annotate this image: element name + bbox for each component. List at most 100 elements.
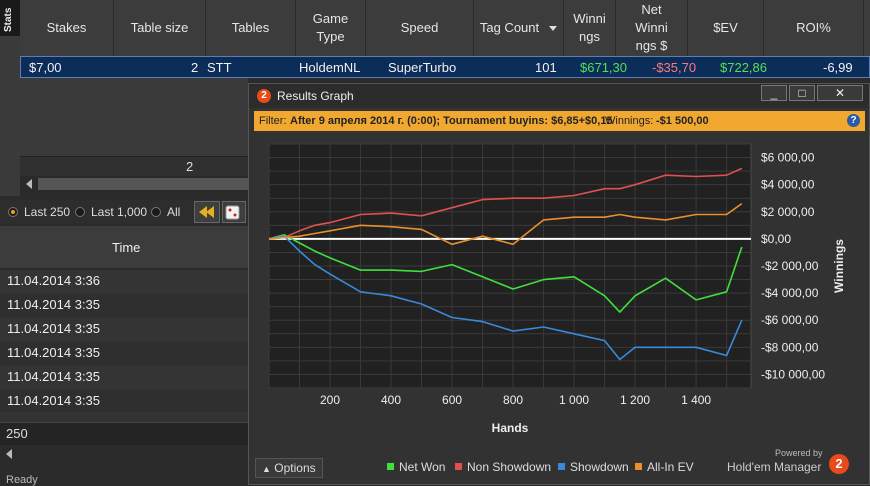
- brand-logo-icon: 2: [829, 454, 849, 474]
- header-speed[interactable]: Speed: [366, 0, 474, 56]
- cell-ev: $722,86: [720, 60, 767, 75]
- legend-net-won: Net Won: [387, 460, 445, 474]
- header-tables[interactable]: Tables: [206, 0, 296, 56]
- header-tag-count[interactable]: Tag Count: [474, 0, 564, 56]
- x-tick-label: 600: [442, 393, 462, 407]
- legend-non-showdown: Non Showdown: [455, 460, 551, 474]
- list-item[interactable]: 11.04.2014 3:35: [0, 342, 248, 366]
- help-icon[interactable]: ?: [847, 114, 860, 127]
- y-tick-label: -$4 000,00: [761, 286, 819, 300]
- header-stakes[interactable]: Stakes: [20, 0, 114, 56]
- list-item[interactable]: 11.04.2014 3:36: [0, 270, 248, 294]
- table-footer: 2: [20, 156, 248, 177]
- stats-tab[interactable]: Stats: [0, 0, 21, 36]
- bottom-count-value: 250: [6, 426, 28, 441]
- cell-tables: STT: [207, 60, 232, 75]
- series-line-showdown: [268, 235, 743, 361]
- window-title: Results Graph: [277, 89, 354, 103]
- session-filter-bar: Last 250 Last 1,000 All: [0, 200, 248, 224]
- maximize-button[interactable]: □: [789, 85, 815, 101]
- stats-tab-label: Stats: [3, 7, 14, 32]
- header-ev[interactable]: $EV: [688, 0, 764, 56]
- results-graph-window: 2 Results Graph _ □ ✕ Filter: After 9 ап…: [248, 83, 870, 485]
- header-winnings[interactable]: Winni ngs: [564, 0, 616, 56]
- scroll-left-icon[interactable]: [6, 449, 12, 459]
- header-table-size[interactable]: Table size: [114, 0, 206, 56]
- filter-winnings-label: Winnings:: [605, 115, 654, 127]
- table-body: [20, 78, 248, 156]
- session-time: 11.04.2014 3:36: [7, 273, 101, 288]
- bottom-scrollbar[interactable]: [0, 446, 248, 462]
- results-chart: $6 000,00 $4 000,00 $2 000,00 $0,00 -$2 000,…: [268, 143, 846, 432]
- x-tick-label: 800: [503, 393, 523, 407]
- filter-winnings-value: -$1 500,00: [656, 115, 709, 127]
- series-line-net-won: [268, 234, 743, 313]
- x-tick-label: 1 000: [559, 393, 589, 407]
- session-time: 11.04.2014 3:35: [7, 297, 101, 312]
- list-item[interactable]: 11.04.2014 3:35: [0, 318, 248, 342]
- options-button[interactable]: ▲ Options: [255, 458, 323, 478]
- legend-all-in-ev: All-In EV: [635, 460, 694, 474]
- horizontal-scrollbar[interactable]: [20, 176, 248, 192]
- sort-desc-icon: [549, 25, 558, 31]
- header-net-winnings[interactable]: Net Winni ngs $: [616, 0, 688, 56]
- legend-swatch-all-in-ev: [635, 463, 642, 470]
- stats-table-header: Stakes Table size Tables Game Type Speed …: [20, 0, 870, 57]
- y-tick-label: $0,00: [761, 232, 791, 246]
- filter-label: Filter:: [259, 115, 287, 127]
- radio-all[interactable]: [151, 207, 161, 217]
- legend-showdown: Showdown: [558, 460, 629, 474]
- legend-swatch-showdown: [558, 463, 565, 470]
- header-game-type[interactable]: Game Type: [296, 0, 366, 56]
- list-item[interactable]: 11.04.2014 3:35: [0, 294, 248, 318]
- session-time: 11.04.2014 3:35: [7, 393, 101, 408]
- radio-last-250[interactable]: [8, 207, 18, 217]
- session-time: 11.04.2014 3:35: [7, 369, 101, 384]
- rewind-icon: [199, 206, 214, 218]
- chevron-up-icon: ▲: [262, 464, 271, 474]
- radio-last-1000[interactable]: [75, 207, 85, 217]
- cell-net-winnings: -$35,70: [652, 60, 697, 75]
- y-tick-label: -$6 000,00: [761, 313, 819, 327]
- y-tick-label: -$10 000,00: [761, 367, 825, 381]
- x-tick-label: 400: [381, 393, 401, 407]
- sessions-header[interactable]: Time: [0, 226, 248, 268]
- radio-label-last-1000: Last 1,000: [91, 205, 148, 219]
- legend-swatch-non-showdown: [455, 463, 462, 470]
- table-row[interactable]: $7,00 2 STT HoldemNL SuperTurbo 101 $671…: [20, 56, 870, 78]
- app-logo-icon: 2: [257, 89, 271, 103]
- cell-table-size: 2: [191, 60, 199, 75]
- x-tick-label: 1 200: [620, 393, 650, 407]
- dice-icon: [225, 205, 240, 220]
- series-line-non-showdown: [268, 167, 743, 240]
- minimize-button[interactable]: _: [761, 85, 787, 101]
- series-line-all-in-ev: [268, 202, 743, 246]
- list-item[interactable]: 11.04.2014 3:35: [0, 366, 248, 390]
- powered-by-text: Powered by: [775, 448, 823, 458]
- y-tick-label: $2 000,00: [761, 205, 815, 219]
- close-button[interactable]: ✕: [817, 85, 863, 101]
- replay-button[interactable]: [222, 201, 246, 223]
- y-tick-label: -$2 000,00: [761, 259, 819, 273]
- cell-speed: SuperTurbo: [388, 60, 457, 75]
- cell-roi: -6,99: [823, 60, 853, 75]
- bottom-count-input[interactable]: 250: [0, 422, 248, 445]
- results-graph-titlebar[interactable]: 2 Results Graph _ □ ✕: [249, 84, 869, 108]
- cell-tag-count: 101: [535, 60, 557, 75]
- header-time: Time: [112, 240, 141, 255]
- list-item[interactable]: 11.04.2014 3:35: [0, 390, 248, 414]
- cell-winnings: $671,30: [580, 60, 627, 75]
- y-axis-label: Winnings: [832, 239, 846, 293]
- header-roi[interactable]: ROI%: [764, 0, 864, 56]
- x-tick-label: 1 400: [681, 393, 711, 407]
- scrollbar-thumb[interactable]: [38, 178, 248, 190]
- cell-stakes: $7,00: [29, 60, 62, 75]
- scroll-left-icon[interactable]: [26, 179, 32, 189]
- graph-filter-bar: Filter: After 9 апреля 2014 г. (0:00); T…: [254, 111, 865, 131]
- footer-total: 2: [186, 159, 194, 174]
- radio-label-all: All: [167, 205, 181, 219]
- rewind-button[interactable]: [194, 201, 220, 223]
- y-tick-label: $4 000,00: [761, 178, 815, 192]
- status-text: Ready: [6, 474, 38, 486]
- y-tick-label: -$8 000,00: [761, 340, 819, 354]
